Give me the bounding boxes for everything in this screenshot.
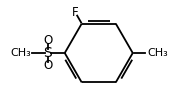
Text: CH₃: CH₃ [147, 48, 168, 58]
Text: O: O [43, 34, 52, 47]
Text: CH₃: CH₃ [11, 48, 32, 58]
Text: S: S [43, 46, 52, 60]
Text: O: O [43, 59, 52, 72]
Text: F: F [72, 6, 79, 19]
